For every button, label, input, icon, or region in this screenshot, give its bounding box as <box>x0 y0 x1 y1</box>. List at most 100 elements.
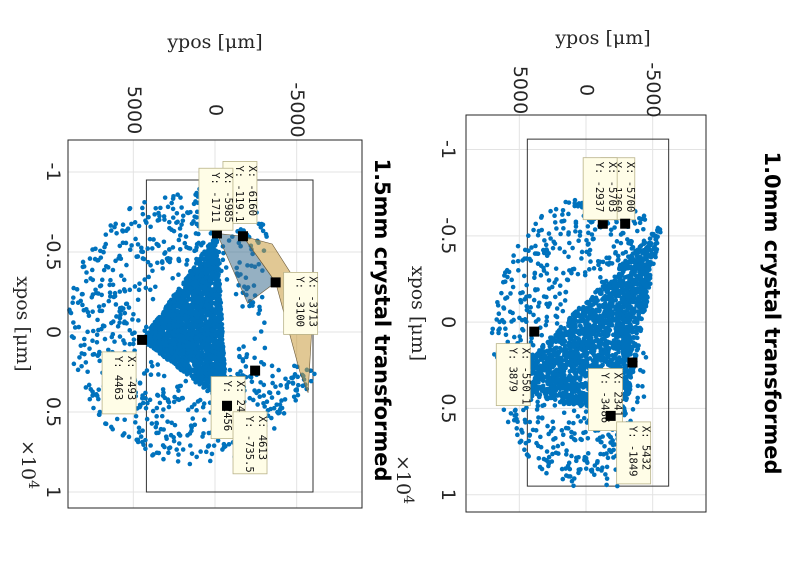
scatter-point <box>526 233 531 239</box>
scatter-point <box>586 332 591 338</box>
scatter-point <box>635 395 640 401</box>
scatter-point <box>637 244 643 250</box>
scatter-point <box>595 466 601 472</box>
scatter-point <box>619 322 625 328</box>
scatter-point <box>558 302 563 307</box>
scatter-point <box>626 254 631 259</box>
scatter-point <box>557 291 562 296</box>
scatter-point <box>571 436 577 442</box>
scatter-point <box>609 357 615 363</box>
scatter-point <box>211 286 217 291</box>
scatter-point <box>602 279 607 285</box>
scatter-point <box>530 390 536 395</box>
scatter-point <box>566 386 571 391</box>
crystal-boundary <box>526 138 670 487</box>
scatter-point <box>625 390 631 396</box>
axes-frame <box>465 114 707 513</box>
scatter-point <box>578 436 583 442</box>
x-exponent-label: ×104 <box>392 455 416 504</box>
scatter-point <box>518 299 524 305</box>
scatter-point <box>515 258 521 264</box>
scatter-point <box>540 377 545 382</box>
scatter-point <box>495 299 500 305</box>
scatter-point <box>532 251 538 256</box>
scatter-point <box>585 242 591 247</box>
scatter-point <box>564 277 570 282</box>
scatter-point <box>508 411 514 416</box>
scatter-point <box>639 262 645 268</box>
scatter-point <box>596 307 601 313</box>
scatter-point <box>573 224 579 229</box>
scatter-point <box>583 409 589 414</box>
scatter-point <box>634 263 639 268</box>
datatip-label: Y: -3486 <box>598 373 610 424</box>
scatter-point <box>591 343 597 348</box>
scatter-point <box>522 297 528 302</box>
scatter-point <box>623 283 629 288</box>
scatter-point <box>572 365 577 371</box>
scatter-point <box>211 239 216 244</box>
scatter-point <box>632 352 638 358</box>
scatter-point <box>643 245 649 251</box>
scatter-point <box>178 344 183 350</box>
scatter-point <box>633 342 639 348</box>
scatter-point <box>598 332 603 338</box>
scatter-point <box>616 257 621 262</box>
scatter-point <box>536 304 541 309</box>
scatter-point <box>561 270 566 276</box>
scatter-point <box>544 470 549 476</box>
scatter-point <box>547 302 552 307</box>
scatter-point <box>555 350 561 355</box>
scatter-point <box>589 327 594 332</box>
scatter-point <box>491 352 497 357</box>
scatter-point <box>530 352 535 358</box>
scatter-point <box>568 320 574 325</box>
scatter-point <box>541 268 547 273</box>
scatter-point <box>585 435 591 441</box>
scatter-point <box>165 357 171 362</box>
scatter-point <box>532 271 538 277</box>
scatter-point <box>550 245 556 251</box>
scatter-point <box>609 261 615 266</box>
scatter-point <box>542 238 547 243</box>
scatter-point <box>572 203 577 209</box>
scatter-point <box>606 317 611 322</box>
scatter-point <box>213 300 218 306</box>
scatter-point <box>576 238 581 244</box>
scatter-point <box>191 361 197 367</box>
scatter-point <box>554 321 560 326</box>
scatter-point <box>590 302 596 307</box>
scatter-point <box>536 228 542 234</box>
scatter-point <box>591 266 597 271</box>
scatter-point <box>207 276 213 282</box>
scatter-point <box>539 365 545 371</box>
scatter-point <box>634 258 639 264</box>
scatter-point <box>638 326 644 332</box>
scatter-point <box>571 401 576 407</box>
scatter-point <box>533 221 539 227</box>
scatter-point <box>557 392 563 397</box>
scatter-point <box>612 274 618 280</box>
chart-title: 1.0mm crystal transformed <box>760 151 784 474</box>
scatter-point <box>544 396 550 402</box>
scatter-point <box>614 329 620 334</box>
scatter-point <box>490 326 496 332</box>
scatter-point <box>608 440 613 445</box>
scatter-point <box>162 321 168 327</box>
scatter-point <box>628 306 633 311</box>
scatter-point <box>643 304 649 309</box>
scatter-point <box>557 283 563 288</box>
scatter-point <box>201 256 207 262</box>
datatip-label: X: 2341 <box>611 373 623 417</box>
scatter-point <box>550 337 556 342</box>
scatter-point <box>592 338 598 344</box>
scatter-point <box>503 296 508 301</box>
scatter-point <box>628 299 634 304</box>
scatter-point <box>579 249 585 255</box>
scatter-point <box>567 316 572 321</box>
scatter-point <box>625 352 631 358</box>
scatter-point <box>631 296 637 302</box>
scatter-point <box>529 335 534 341</box>
scatter-point <box>560 207 566 213</box>
scatter-point <box>503 326 508 332</box>
